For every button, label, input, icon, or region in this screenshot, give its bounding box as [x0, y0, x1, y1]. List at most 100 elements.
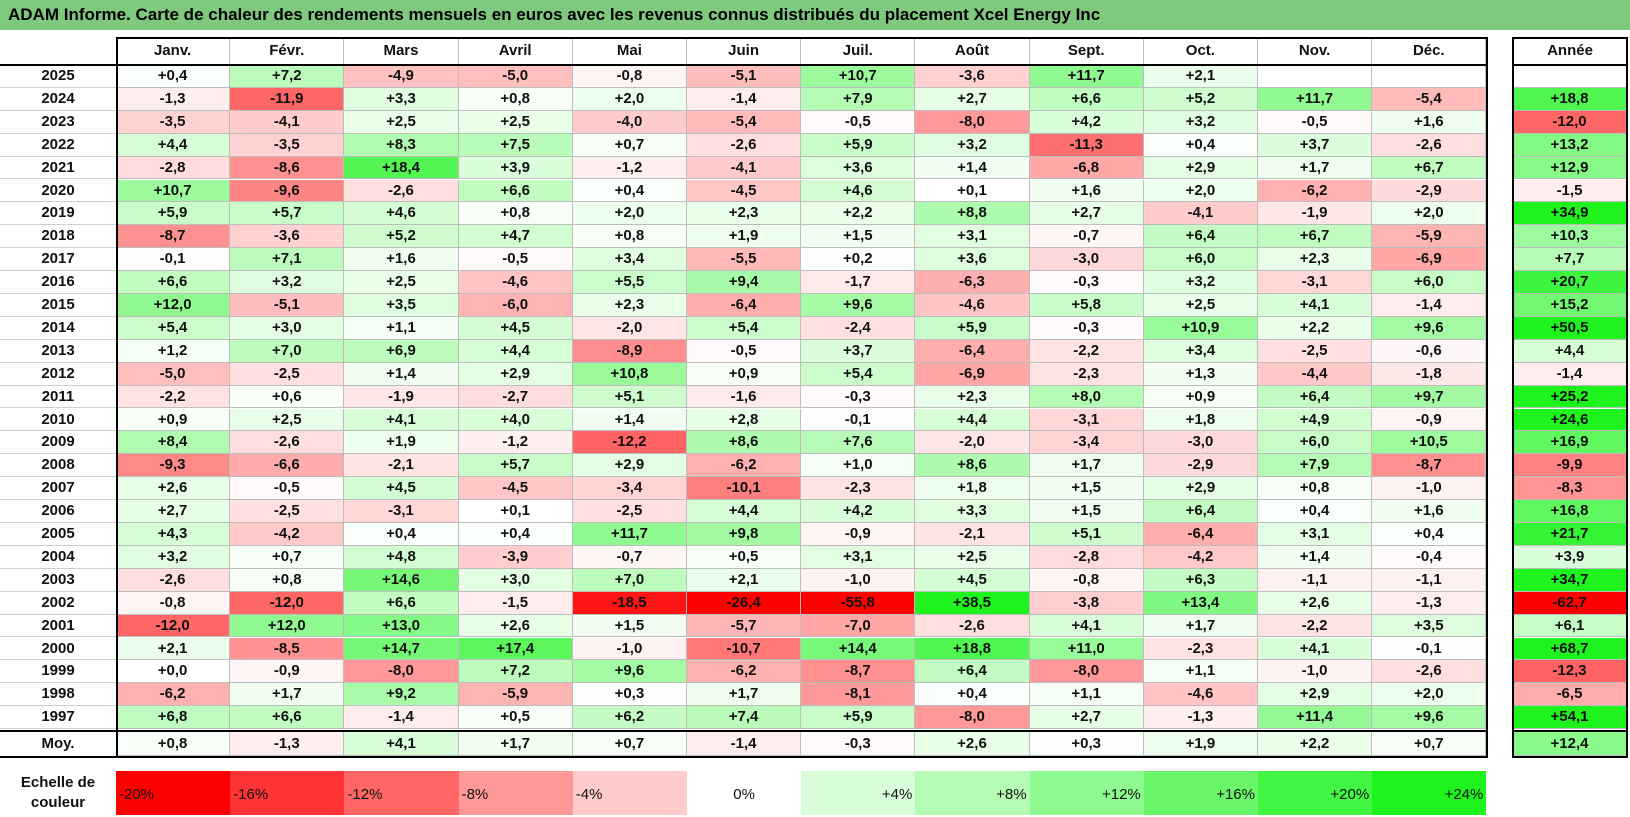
heatmap-cell: -1,0: [801, 568, 916, 592]
year-label: 2001: [0, 615, 116, 638]
heatmap-cell: +2,5: [230, 408, 345, 432]
heatmap-cell: -1,0: [1372, 477, 1487, 501]
heatmap-cell: +0,6: [230, 385, 345, 409]
heatmap-cell: +3,2: [915, 133, 1030, 157]
heatmap-cell: -26,4: [687, 591, 802, 615]
heatmap-cell: -12,2: [572, 431, 687, 455]
heatmap-cell: -4,1: [687, 156, 802, 180]
heatmap-cell: -3,0: [1143, 431, 1258, 455]
heatmap-cell: -2,6: [1372, 133, 1487, 157]
heatmap-cell: +4,0: [458, 408, 573, 432]
heatmap-cell: +0,8: [458, 87, 573, 111]
heatmap-cell: +0,1: [915, 179, 1030, 203]
heatmap-cell: +0,4: [1372, 523, 1487, 546]
heatmap-cell: +2,9: [1143, 477, 1258, 501]
heatmap-cell: -0,9: [230, 660, 345, 684]
heatmap-cell: +2,0: [572, 202, 687, 226]
heatmap-cell: +0,2: [801, 248, 916, 272]
heatmap-cell: -0,5: [458, 248, 573, 272]
heatmap-cell: -0,3: [1029, 271, 1144, 294]
heatmap-cell: +10,8: [572, 362, 687, 386]
heatmap-cell: +3,7: [801, 339, 916, 363]
month-header: Déc.: [1372, 37, 1487, 65]
heatmap-cell: -8,7: [116, 225, 231, 249]
year-label: 2020: [0, 180, 116, 203]
heatmap-cell: +1,6: [1372, 110, 1487, 134]
heatmap-cell: -2,6: [1372, 660, 1487, 684]
heatmap-cell: +0,4: [915, 683, 1030, 707]
heatmap-cell: +10,5: [1372, 431, 1487, 455]
annual-left-border: [1512, 37, 1514, 757]
annual-cell: [1512, 65, 1628, 88]
heatmap-cell: -3,9: [458, 545, 573, 569]
heatmap-cell: -2,3: [801, 477, 916, 501]
heatmap-cell: -0,3: [801, 385, 916, 409]
annual-cell: +25,2: [1512, 385, 1628, 409]
annual-cell: +34,7: [1512, 568, 1628, 592]
average-cell: +2,6: [915, 731, 1030, 757]
grid-right-border: [1486, 37, 1489, 757]
heatmap-cell: -6,2: [1258, 179, 1373, 203]
heatmap-cell: -2,2: [116, 385, 231, 409]
heatmap-cell: +1,1: [1029, 683, 1144, 707]
annual-cell: +7,7: [1512, 248, 1628, 272]
heatmap-cell: +6,8: [116, 706, 231, 730]
annual-cell: +34,9: [1512, 202, 1628, 226]
heatmap-cell: +3,1: [1258, 523, 1373, 546]
annual-cell: +15,2: [1512, 294, 1628, 317]
heatmap-cell: +1,6: [1372, 500, 1487, 523]
heatmap-cell: +6,4: [1143, 500, 1258, 523]
heatmap-cell: -4,9: [344, 65, 459, 88]
heatmap-cell: +5,7: [458, 454, 573, 478]
heatmap-cell: -3,1: [1258, 271, 1373, 294]
average-label: Moy.: [41, 735, 75, 753]
heatmap-cell: -1,2: [458, 431, 573, 455]
heatmap-cell: -5,4: [687, 110, 802, 134]
average-cell: +2,2: [1258, 731, 1373, 757]
heatmap-cell: -4,5: [687, 179, 802, 203]
year-label: 2023: [0, 111, 116, 134]
heatmap-cell: +3,0: [230, 316, 345, 340]
heatmap-cell: -6,3: [915, 271, 1030, 294]
heatmap-cell: -1,0: [1258, 660, 1373, 684]
heatmap-cell: -12,0: [116, 614, 231, 638]
heatmap-cell: +3,9: [458, 156, 573, 180]
heatmap-cell: +9,8: [687, 523, 802, 546]
heatmap-cell: -4,6: [1143, 683, 1258, 707]
heatmap-cell: +6,9: [344, 339, 459, 363]
heatmap-cell: +6,3: [1143, 568, 1258, 592]
heatmap-cell: -5,0: [458, 65, 573, 88]
heatmap-cell: -4,4: [1258, 362, 1373, 386]
heatmap-cell: +4,6: [801, 179, 916, 203]
heatmap-cell: +6,0: [1372, 271, 1487, 294]
heatmap-cell: +4,6: [344, 202, 459, 226]
color-scale-swatch: +16%: [1143, 771, 1258, 815]
heatmap-cell: +5,9: [116, 202, 231, 226]
heatmap-cell: +12,0: [230, 614, 345, 638]
heatmap-cell: -1,9: [344, 385, 459, 409]
heatmap-cell: +18,8: [915, 637, 1030, 661]
heatmap-cell: -2,8: [116, 156, 231, 180]
heatmap-cell: +2,8: [687, 408, 802, 432]
heatmap-cell: +13,4: [1143, 591, 1258, 615]
heatmap-cell: -6,4: [915, 339, 1030, 363]
year-label: 1998: [0, 683, 116, 707]
heatmap-cell: +10,7: [801, 65, 916, 88]
heatmap-cell: -8,5: [230, 637, 345, 661]
heatmap-cell: +5,5: [572, 271, 687, 294]
heatmap-cell: +9,6: [1372, 706, 1487, 730]
heatmap-cell: +1,4: [572, 408, 687, 432]
heatmap-cell: +6,7: [1258, 225, 1373, 249]
heatmap-cell: +9,4: [687, 271, 802, 294]
heatmap-cell: +8,0: [1029, 385, 1144, 409]
color-scale-swatch: +12%: [1029, 771, 1144, 815]
heatmap-cell: +3,1: [915, 225, 1030, 249]
heatmap-cell: +3,2: [1143, 110, 1258, 134]
heatmap-cell: +9,6: [1372, 316, 1487, 340]
heatmap-cell: +3,4: [1143, 339, 1258, 363]
heatmap-cell: +5,9: [915, 316, 1030, 340]
heatmap-cell: +11,7: [572, 523, 687, 546]
heatmap-cell: -1,6: [687, 385, 802, 409]
heatmap-cell: +7,0: [572, 568, 687, 592]
heatmap-cell: -0,5: [801, 110, 916, 134]
